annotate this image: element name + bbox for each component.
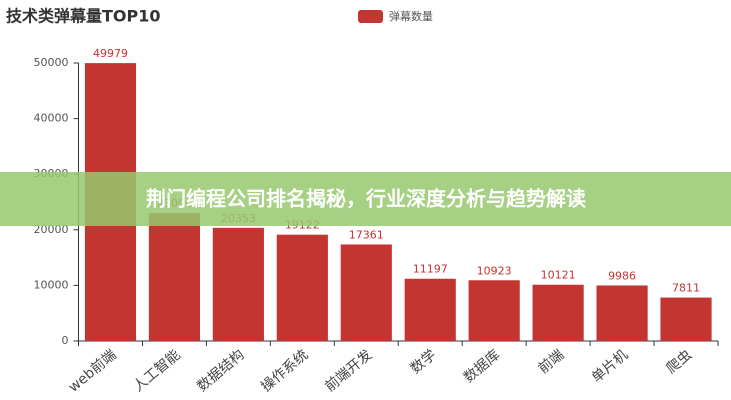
banner-text: 荆门编程公司排名揭秘，行业深度分析与趋势解读 [146, 187, 586, 211]
x-tick-label: 数据结构 [194, 347, 247, 395]
banner-background [0, 172, 731, 226]
x-tick-label: web前端 [65, 346, 120, 396]
y-tick-label: 10000 [34, 278, 69, 291]
legend-swatch [358, 10, 383, 23]
x-tick-label: 操作系统 [258, 347, 311, 395]
value-label: 49979 [93, 47, 128, 60]
legend-label: 弹幕数量 [389, 9, 433, 23]
bar [468, 280, 520, 341]
y-tick-label: 20000 [34, 223, 69, 236]
value-label: 10923 [477, 264, 512, 277]
x-tick-label: 前端 [535, 346, 567, 377]
x-tick-label: 数据库 [461, 347, 503, 386]
bar [404, 278, 456, 341]
bar [212, 227, 264, 341]
y-tick-label: 0 [62, 334, 69, 347]
x-tick-label: 单片机 [589, 347, 631, 386]
bar [340, 244, 392, 341]
y-tick-label: 50000 [34, 56, 69, 69]
bar [532, 284, 584, 341]
bar [148, 213, 201, 341]
bar [660, 297, 712, 341]
x-tick-label: 爬虫 [663, 347, 695, 377]
y-tick-label: 40000 [34, 112, 69, 125]
value-label: 11197 [413, 263, 448, 276]
x-tick-label: 数学 [408, 347, 440, 377]
value-label: 10121 [541, 269, 576, 282]
value-label: 9986 [608, 269, 636, 282]
value-label: 7811 [672, 282, 700, 295]
bar [276, 234, 328, 341]
x-tick-label: 前端开发 [322, 346, 376, 395]
x-tick-label: 人工智能 [130, 347, 183, 395]
chart-title: 技术类弹幕量TOP10 [6, 7, 161, 26]
value-label: 17361 [349, 228, 384, 241]
bar [596, 285, 648, 341]
